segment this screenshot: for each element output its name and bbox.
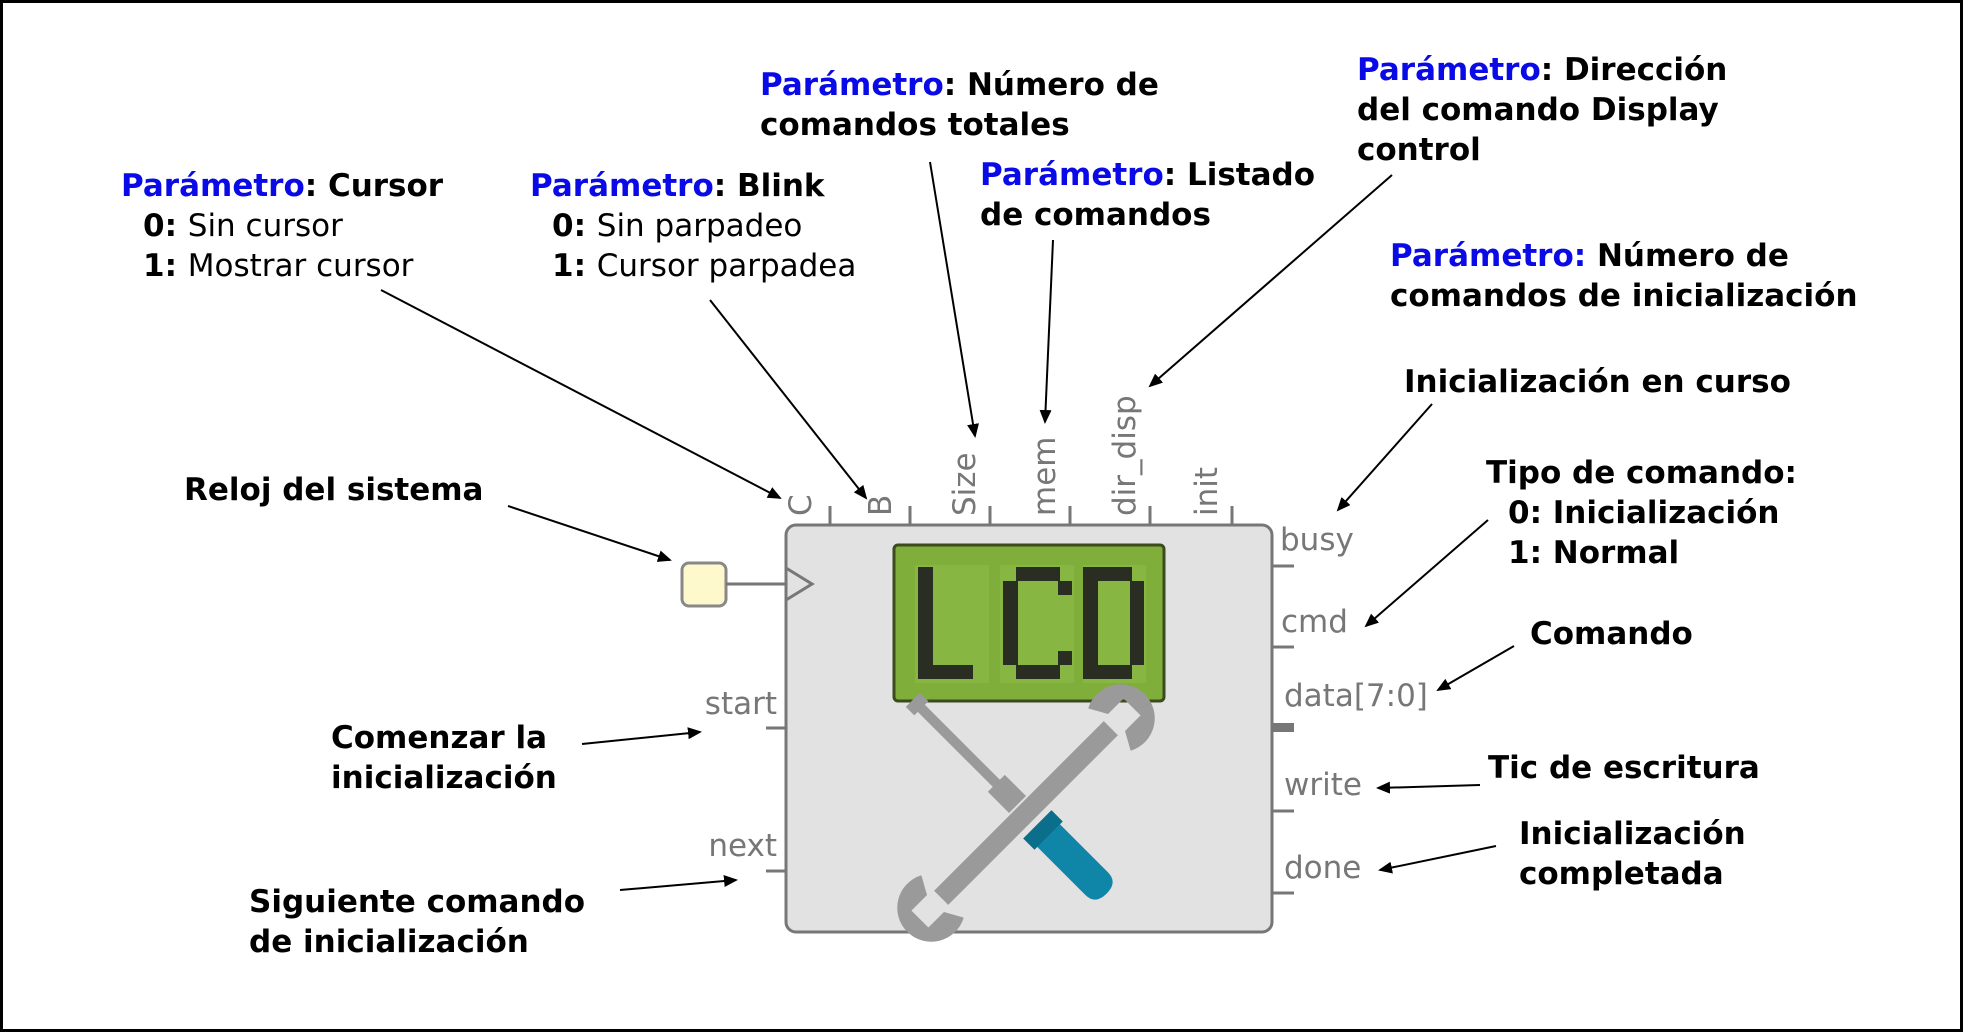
annotation-write: Tic de escritura bbox=[1488, 750, 1760, 786]
annotation-done: Inicialización completada bbox=[1519, 816, 1746, 892]
annotation-init: Parámetro: Número de comandos de inicial… bbox=[1390, 238, 1858, 314]
port-label-C: C bbox=[783, 494, 819, 516]
tools-icon bbox=[897, 684, 1155, 942]
arrow-data bbox=[1436, 645, 1515, 692]
clock-input-box bbox=[680, 561, 728, 608]
annotation-mem: Parámetro: Listado de comandos bbox=[980, 157, 1315, 233]
arrow-cursor bbox=[380, 289, 782, 499]
port-label-B: B bbox=[863, 495, 899, 516]
annotation-cursor: Parámetro: Cursor 0: Sin cursor 1: Mostr… bbox=[121, 168, 444, 284]
port-label-done: done bbox=[1284, 850, 1361, 886]
annotation-arrows bbox=[380, 161, 1515, 891]
port-label-dir-disp: dir_disp bbox=[1107, 395, 1143, 516]
port-label-write: write bbox=[1284, 767, 1362, 803]
clock-triangle-icon bbox=[785, 566, 815, 602]
lcd-logo-letters-icon bbox=[918, 567, 1144, 679]
arrow-blink bbox=[709, 299, 868, 500]
arrow-start bbox=[581, 727, 702, 745]
annotation-clock: Reloj del sistema bbox=[184, 472, 484, 508]
port-label-start: start bbox=[705, 686, 777, 722]
arrow-dir-disp bbox=[1148, 174, 1393, 388]
arrow-write bbox=[1376, 781, 1481, 794]
arrow-cmd bbox=[1364, 519, 1489, 628]
arrow-mem bbox=[1039, 239, 1054, 424]
port-label-mem: mem bbox=[1027, 437, 1063, 516]
arrow-busy bbox=[1336, 403, 1433, 512]
screwdriver-icon bbox=[905, 692, 1113, 900]
port-label-next: next bbox=[708, 828, 777, 864]
annotation-size: Parámetro: Número de comandos totales bbox=[760, 67, 1159, 143]
annotation-next: Siguiente comando de inicialización bbox=[249, 884, 586, 960]
port-label-data: data[7:0] bbox=[1284, 678, 1428, 714]
arrow-clock bbox=[507, 505, 672, 562]
top-port-stubs bbox=[828, 506, 1234, 525]
arrow-next bbox=[619, 875, 738, 891]
annotation-data: Comando bbox=[1530, 616, 1693, 652]
left-port-stubs bbox=[766, 726, 786, 873]
annotation-blink: Parámetro: Blink 0: Sin parpadeo 1: Curs… bbox=[530, 168, 857, 284]
annotation-dir-disp: Parámetro: Dirección del comando Display… bbox=[1357, 52, 1728, 168]
annotation-cmd: Tipo de comando: 0: Inicialización 1: No… bbox=[1486, 455, 1797, 571]
arrow-done bbox=[1378, 845, 1497, 874]
wrench-icon bbox=[897, 684, 1155, 942]
port-label-busy: busy bbox=[1280, 522, 1354, 558]
param-label: Parámetro bbox=[121, 168, 305, 204]
annotation-start: Comenzar la inicialización bbox=[331, 720, 557, 796]
port-label-cmd: cmd bbox=[1281, 604, 1348, 640]
right-port-stubs bbox=[1272, 564, 1294, 895]
port-label-init: init bbox=[1189, 467, 1225, 516]
arrow-size bbox=[929, 161, 979, 438]
port-label-Size: Size bbox=[947, 452, 983, 516]
annotation-busy: Inicialización en curso bbox=[1404, 364, 1791, 400]
data-bus-stub bbox=[1272, 723, 1294, 732]
